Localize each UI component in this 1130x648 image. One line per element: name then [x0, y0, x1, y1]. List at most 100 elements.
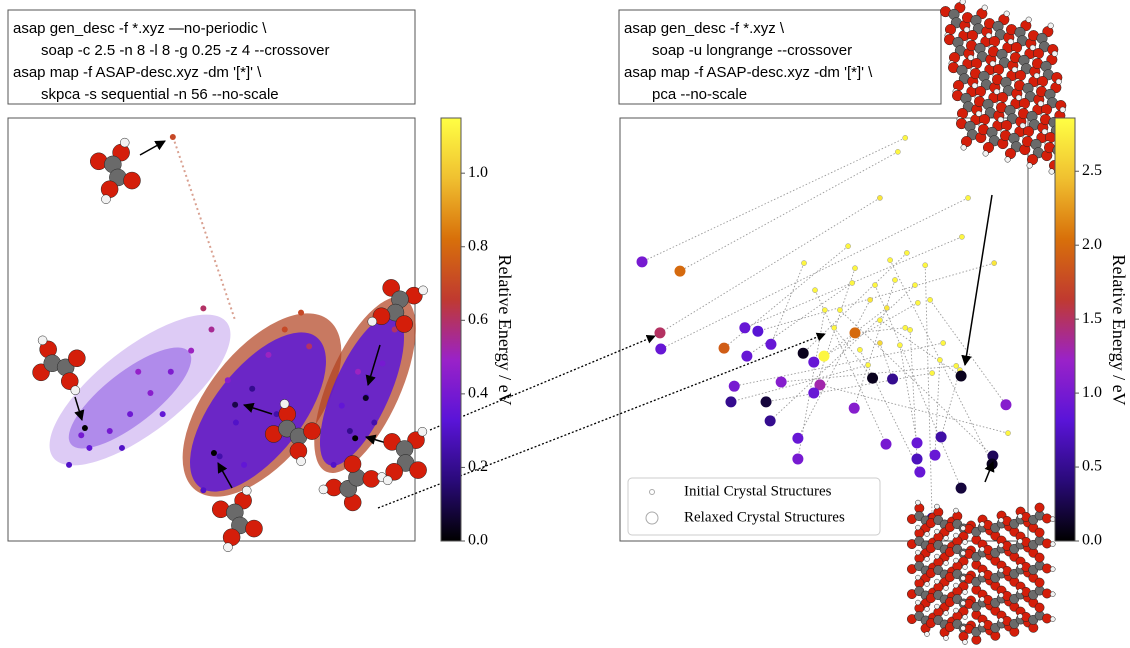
data-point: [808, 387, 819, 398]
data-point: [331, 462, 337, 468]
data-point: [739, 322, 750, 333]
data-point: [200, 487, 206, 493]
data-point: [959, 234, 964, 239]
atom: [1060, 107, 1066, 113]
data-point: [892, 277, 897, 282]
data-point: [832, 325, 837, 330]
colorbar: [441, 118, 461, 541]
atom: [944, 536, 949, 541]
atom: [1018, 589, 1023, 594]
colorbar-tick-label: 0.4: [468, 385, 488, 402]
data-point: [845, 244, 850, 249]
atom: [1050, 592, 1055, 597]
atom: [1049, 169, 1055, 175]
atom: [953, 608, 958, 613]
colorbar-tick-label: 1.0: [1082, 384, 1102, 401]
data-point: [761, 396, 772, 407]
atom: [944, 586, 949, 591]
atom: [1050, 567, 1055, 572]
atom: [944, 636, 949, 641]
data-point: [170, 134, 176, 140]
atom: [963, 640, 968, 645]
data-point: [937, 357, 942, 362]
data-point: [147, 390, 153, 396]
data-point: [912, 437, 923, 448]
atom: [1050, 542, 1055, 547]
data-point: [363, 395, 369, 401]
atom: [1035, 553, 1044, 562]
atom: [303, 423, 320, 440]
data-point: [954, 363, 959, 368]
atom: [925, 632, 930, 637]
atom: [915, 550, 920, 555]
command-line: asap map -f ASAP-desc.xyz -dm '[*]' \: [13, 64, 262, 81]
atom: [368, 317, 377, 326]
data-point: [776, 376, 787, 387]
data-point: [282, 327, 288, 333]
atom: [999, 518, 1004, 523]
data-point: [929, 450, 940, 461]
command-line: soap -c 2.5 -n 8 -l 8 -g 0.25 -z 4 --cro…: [41, 42, 329, 59]
atom: [934, 579, 939, 584]
atom: [983, 151, 989, 157]
atom: [934, 504, 939, 509]
atom: [1035, 603, 1044, 612]
data-point: [78, 432, 84, 438]
colorbar-label: Relative Energy / eV: [1109, 254, 1129, 405]
data-point: [865, 362, 870, 367]
atom: [999, 618, 1004, 623]
data-point: [812, 288, 817, 293]
data-point: [914, 467, 925, 478]
atom: [961, 551, 966, 556]
data-point: [298, 310, 304, 316]
atom: [980, 572, 985, 577]
atom: [344, 456, 361, 473]
atom: [944, 561, 949, 566]
atom: [1048, 23, 1054, 29]
atom: [68, 350, 85, 367]
data-point: [881, 439, 892, 450]
data-point: [66, 462, 72, 468]
data-point: [904, 250, 909, 255]
atom: [1018, 539, 1023, 544]
atom: [1026, 17, 1032, 23]
atom: [980, 622, 985, 627]
data-point: [965, 195, 970, 200]
atom: [953, 583, 958, 588]
command-line: asap map -f ASAP-desc.xyz -dm '[*]' \: [624, 64, 873, 81]
colorbar-tick-label: 0.2: [468, 458, 488, 475]
data-point: [232, 402, 238, 408]
command-line: skpca -s sequential -n 56 --no-scale: [41, 86, 279, 103]
command-line: pca --no-scale: [652, 86, 747, 103]
data-point: [857, 347, 862, 352]
data-point: [819, 351, 830, 362]
atom: [915, 500, 920, 505]
atom: [915, 575, 920, 580]
legend-label: Initial Crystal Structures: [684, 483, 832, 499]
data-point: [792, 453, 803, 464]
data-point: [923, 263, 928, 268]
command-line: asap gen_desc -f *.xyz —no-periodic \: [13, 20, 267, 37]
colorbar-tick-label: 1.5: [1082, 310, 1102, 327]
data-point: [872, 282, 877, 287]
data-point: [168, 369, 174, 375]
atom: [915, 525, 920, 530]
data-point: [371, 420, 377, 426]
data-point: [941, 340, 946, 345]
data-point: [852, 266, 857, 271]
atom: [1018, 514, 1023, 519]
data-point: [822, 307, 827, 312]
atom: [915, 600, 920, 605]
data-point: [209, 327, 215, 333]
atom: [980, 547, 985, 552]
data-point: [729, 381, 740, 392]
atom: [1035, 578, 1044, 587]
legend-label: Relaxed Crystal Structures: [684, 509, 845, 525]
data-point: [233, 420, 239, 426]
data-point: [903, 135, 908, 140]
atom: [963, 590, 968, 595]
atom: [1050, 617, 1055, 622]
atom: [1005, 157, 1011, 163]
atom: [1056, 79, 1062, 85]
data-point: [903, 325, 908, 330]
